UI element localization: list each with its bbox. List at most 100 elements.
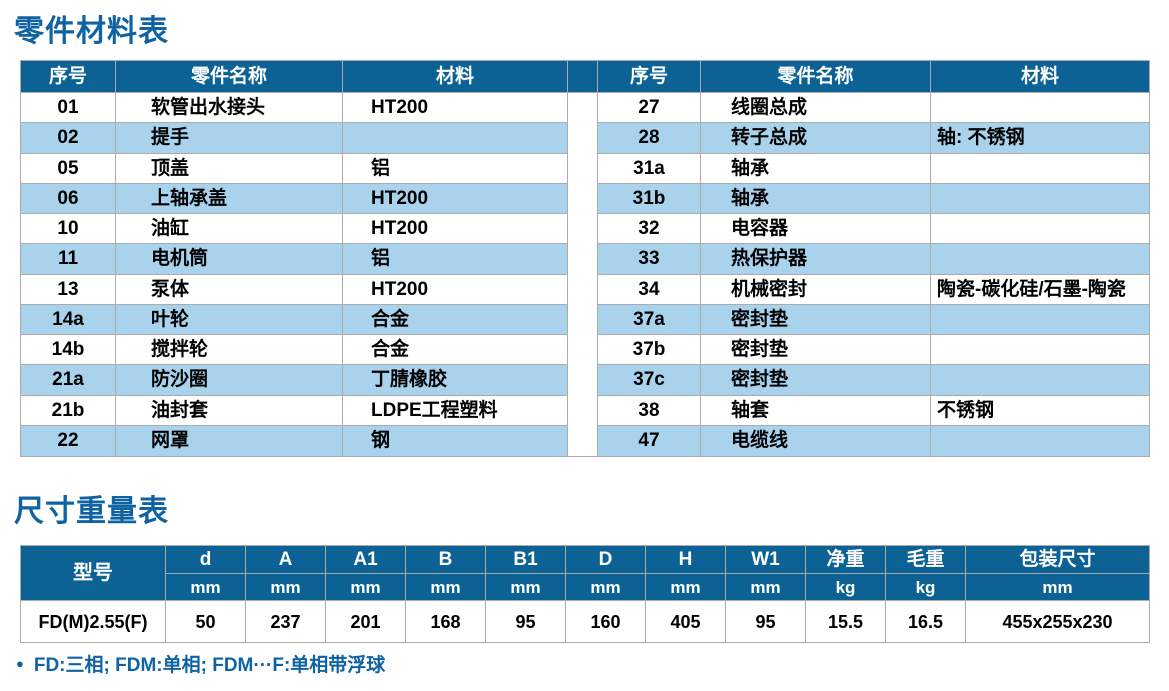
parts-col-header: 序号 — [598, 61, 701, 93]
dim-col-header: D — [566, 546, 646, 574]
part-material-cell: 铝 — [343, 153, 568, 184]
part-name-cell: 转子总成 — [701, 123, 931, 154]
part-material-cell: 丁腈橡胶 — [343, 365, 568, 396]
dim-col-header: B1 — [486, 546, 566, 574]
part-name-cell: 泵体 — [116, 274, 343, 305]
part-no-cell: 13 — [21, 274, 116, 305]
part-no-cell: 14b — [21, 335, 116, 366]
dim-col-header: 包装尺寸 — [966, 546, 1149, 574]
part-no-cell: 21a — [21, 365, 116, 396]
part-no-cell: 22 — [21, 425, 116, 456]
part-name-cell: 上轴承盖 — [116, 183, 343, 214]
part-no-cell: 02 — [21, 123, 116, 154]
spacer-header-cell — [568, 61, 598, 93]
part-name-cell: 轴承 — [701, 183, 931, 214]
part-name-cell: 热保护器 — [701, 244, 931, 275]
dim-col-header: A — [246, 546, 326, 574]
part-name-cell: 搅拌轮 — [116, 335, 343, 366]
part-no-cell: 01 — [21, 93, 116, 124]
part-no-cell: 10 — [21, 214, 116, 245]
dim-value-cell: 16.5 — [886, 601, 966, 642]
dim-unit-cell: mm — [166, 574, 246, 601]
footnote: ● FD:三相; FDM:单相; FDM···F:单相带浮球 — [16, 650, 385, 677]
part-name-cell: 顶盖 — [116, 153, 343, 184]
dim-unit-cell: kg — [886, 574, 966, 601]
dim-unit-cell: mm — [246, 574, 326, 601]
part-name-cell: 线圈总成 — [701, 93, 931, 124]
dim-col-header: A1 — [326, 546, 406, 574]
spacer-column — [568, 93, 598, 456]
part-no-cell: 21b — [21, 395, 116, 426]
part-material-cell: HT200 — [343, 93, 568, 124]
part-material-cell: LDPE工程塑料 — [343, 395, 568, 426]
part-no-cell: 05 — [21, 153, 116, 184]
part-name-cell: 密封垫 — [701, 304, 931, 335]
part-no-cell: 28 — [598, 123, 701, 154]
part-name-cell: 密封垫 — [701, 335, 931, 366]
dim-unit-cell: mm — [406, 574, 486, 601]
dim-value-cell: 168 — [406, 601, 486, 642]
parts-col-header: 材料 — [931, 61, 1149, 93]
part-material-cell: HT200 — [343, 183, 568, 214]
dim-value-cell: 237 — [246, 601, 326, 642]
parts-col-header: 零件名称 — [701, 61, 931, 93]
part-name-cell: 轴承 — [701, 153, 931, 184]
part-material-cell: 不锈钢 — [931, 396, 1149, 426]
part-material-cell — [343, 123, 568, 154]
parts-col-header: 材料 — [343, 61, 568, 93]
part-material-cell — [931, 365, 1149, 396]
part-material-cell — [931, 244, 1149, 275]
dim-value-cell: 95 — [726, 601, 806, 642]
part-no-cell: 14a — [21, 304, 116, 335]
part-no-cell: 47 — [598, 425, 701, 456]
part-material-cell — [931, 93, 1149, 124]
part-name-cell: 软管出水接头 — [116, 93, 343, 124]
part-no-cell: 31b — [598, 183, 701, 214]
part-name-cell: 油缸 — [116, 214, 343, 245]
dim-unit-cell: kg — [806, 574, 886, 601]
model-cell: FD(M)2.55(F) — [21, 601, 166, 642]
part-material-cell: 轴: 不锈钢 — [931, 123, 1149, 154]
part-no-cell: 33 — [598, 244, 701, 275]
part-material-cell — [931, 335, 1149, 366]
bullet-icon: ● — [16, 656, 24, 671]
part-material-cell: 陶瓷-碳化硅/石墨-陶瓷 — [931, 275, 1149, 305]
dim-col-header: d — [166, 546, 246, 574]
part-material-cell: HT200 — [343, 274, 568, 305]
part-material-cell — [931, 304, 1149, 335]
part-name-cell: 油封套 — [116, 395, 343, 426]
part-no-cell: 32 — [598, 214, 701, 245]
dim-value-cell: 95 — [486, 601, 566, 642]
part-name-cell: 电机筒 — [116, 244, 343, 275]
part-material-cell — [931, 425, 1149, 456]
dimensions-table-title: 尺寸重量表 — [14, 495, 169, 528]
part-name-cell: 提手 — [116, 123, 343, 154]
part-material-cell: HT200 — [343, 214, 568, 245]
part-name-cell: 电缆线 — [701, 425, 931, 456]
part-no-cell: 37a — [598, 304, 701, 335]
dim-col-header: B — [406, 546, 486, 574]
part-no-cell: 27 — [598, 93, 701, 124]
part-no-cell: 11 — [21, 244, 116, 275]
part-name-cell: 密封垫 — [701, 365, 931, 396]
dim-unit-cell: mm — [326, 574, 406, 601]
part-material-cell: 钢 — [343, 425, 568, 456]
dim-col-header: H — [646, 546, 726, 574]
parts-table-title: 零件材料表 — [14, 15, 169, 48]
dim-unit-cell: mm — [486, 574, 566, 601]
part-no-cell: 06 — [21, 183, 116, 214]
part-no-cell: 38 — [598, 395, 701, 426]
part-name-cell: 防沙圈 — [116, 365, 343, 396]
dim-col-header: 净重 — [806, 546, 886, 574]
part-material-cell: 铝 — [343, 244, 568, 275]
footnote-text: FD:三相; FDM:单相; FDM···F:单相带浮球 — [33, 655, 386, 676]
part-name-cell: 网罩 — [116, 425, 343, 456]
dim-value-cell: 201 — [326, 601, 406, 642]
part-material-cell: 合金 — [343, 304, 568, 335]
dim-unit-cell: mm — [966, 574, 1149, 601]
dim-value-cell: 405 — [646, 601, 726, 642]
parts-materials-table: 序号 零件名称 材料 序号 零件名称 材料 01 软管出水接头 HT200 27 线圈总成 02 提手 2… — [20, 60, 1150, 457]
dim-value-cell: 455x255x230 — [966, 601, 1149, 642]
